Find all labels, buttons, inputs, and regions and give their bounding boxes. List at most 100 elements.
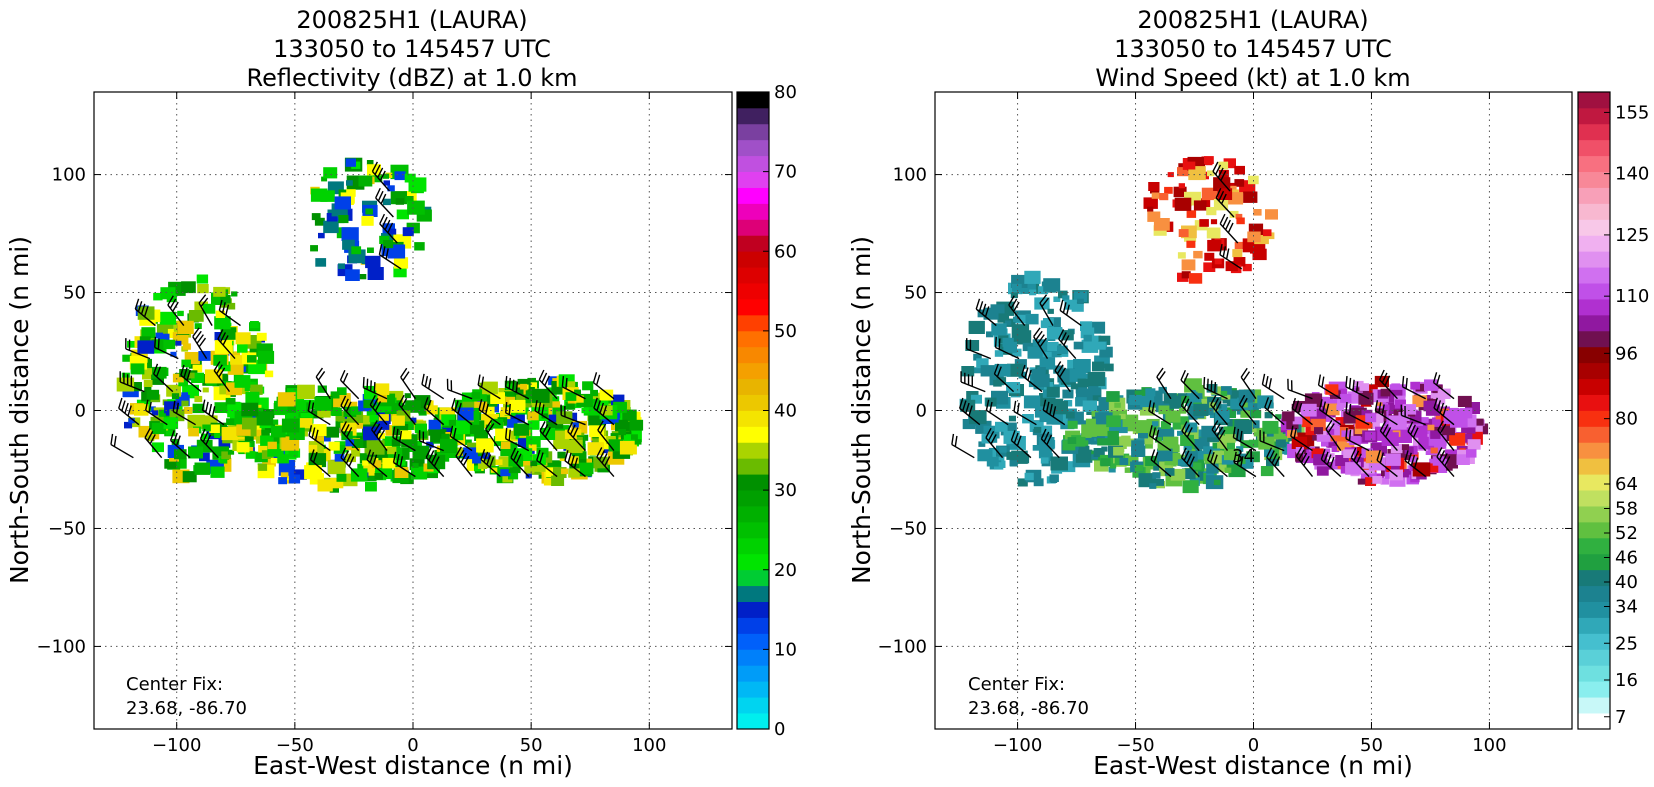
barb-feather	[1412, 427, 1419, 438]
barb-feather	[1217, 167, 1224, 178]
field-cell	[137, 340, 155, 354]
colorbar-swatch	[1578, 394, 1610, 411]
barb-feather	[1264, 397, 1270, 408]
field-cell	[472, 456, 482, 464]
field-cell	[1254, 232, 1269, 245]
field-cell	[1096, 341, 1106, 350]
wind-barb	[392, 426, 416, 452]
barb-shaft	[1233, 461, 1257, 478]
wind-barb	[1233, 451, 1257, 478]
wind-barb	[485, 419, 501, 451]
barb-feather	[1021, 364, 1026, 376]
field-cell	[1421, 417, 1429, 423]
field-cell	[337, 264, 353, 277]
field-cell	[1121, 435, 1131, 444]
barb-feather	[1352, 379, 1355, 391]
barb-feather	[1042, 399, 1047, 411]
field-cell	[412, 449, 424, 459]
field-cell	[214, 316, 231, 330]
field-cell	[314, 436, 324, 444]
field-cell	[146, 389, 160, 400]
field-cell	[1006, 440, 1018, 449]
field-cell	[1025, 313, 1039, 325]
field-cell	[1203, 446, 1213, 455]
field-cell	[182, 471, 197, 483]
barb-feather	[536, 449, 541, 461]
field-cell	[553, 436, 570, 449]
field-cell	[348, 411, 364, 423]
field-cell	[264, 370, 274, 378]
colorbar-tick-label: 10	[774, 639, 797, 660]
barb-feather	[1189, 456, 1195, 467]
field-cell	[1033, 426, 1042, 433]
barb-feather	[954, 435, 958, 447]
barb-feather	[969, 339, 972, 351]
field-cell	[393, 257, 409, 269]
barb-feather	[110, 433, 114, 445]
field-cell	[1177, 430, 1184, 436]
field-cell	[1024, 472, 1034, 481]
colorbar-tick-label: 96	[1615, 343, 1638, 364]
barb-shaft	[1039, 302, 1054, 326]
field-cell	[969, 410, 987, 425]
barb-feather	[567, 421, 574, 432]
field-cell	[1210, 219, 1218, 225]
field-cell	[346, 180, 353, 186]
colorbar-swatch	[737, 314, 769, 332]
barb-feather	[379, 213, 386, 225]
field-cell	[197, 284, 209, 294]
field-cell	[377, 420, 390, 430]
wind-barb	[1215, 187, 1235, 218]
barb-feather	[1216, 426, 1224, 437]
field-cell	[404, 393, 411, 399]
barb-shaft	[340, 379, 360, 400]
barb-feather	[1056, 364, 1064, 375]
barb-feather	[196, 334, 204, 344]
field-cell	[175, 394, 190, 407]
field-cell	[1437, 388, 1451, 399]
x-tick-label: 100	[632, 735, 666, 756]
barb-feather	[213, 361, 221, 371]
barb-feather	[457, 402, 462, 414]
field-cell	[1449, 432, 1466, 446]
barb-feather	[211, 406, 216, 418]
colorbar-swatch	[737, 267, 769, 284]
panel-title-line-3: Wind Speed (kt) at 1.0 km	[1095, 64, 1410, 92]
field-cell	[1140, 434, 1154, 445]
field-cell	[476, 438, 494, 453]
field-cell	[530, 460, 538, 467]
barb-feather	[199, 428, 206, 440]
field-cell	[323, 220, 339, 234]
field-cell	[220, 327, 237, 340]
barb-feather	[978, 301, 984, 312]
barb-feather	[172, 301, 179, 312]
x-ticks: −100 −50 0 50 100	[152, 92, 666, 756]
barb-feather	[996, 366, 1002, 377]
field-cell	[1371, 422, 1380, 430]
wind-barb	[362, 376, 388, 400]
barb-shaft	[1345, 438, 1370, 452]
field-cell	[277, 392, 296, 407]
barb-shaft	[1180, 379, 1200, 400]
colorbar-swatch	[1578, 697, 1610, 714]
barb-feather	[340, 421, 347, 432]
field-cell	[997, 313, 1010, 323]
wind-barb	[1040, 428, 1060, 459]
field-cell	[321, 176, 328, 182]
field-cell	[1173, 186, 1187, 198]
barb-shaft	[366, 459, 388, 478]
colorbar-tick-label: 64	[1615, 474, 1638, 495]
barb-feather	[218, 367, 226, 378]
y-tick-label: −100	[878, 636, 927, 657]
field-cell	[1170, 468, 1186, 481]
field-cell	[1380, 477, 1389, 485]
field-cell	[1220, 390, 1228, 397]
field-cell	[393, 266, 407, 278]
colorbar-swatch	[1578, 362, 1610, 380]
barb-feather	[967, 374, 970, 385]
wind-barb	[592, 372, 615, 400]
colorbar-swatch	[737, 346, 769, 364]
barb-feather	[1210, 380, 1213, 392]
wind-barbs	[110, 161, 615, 478]
